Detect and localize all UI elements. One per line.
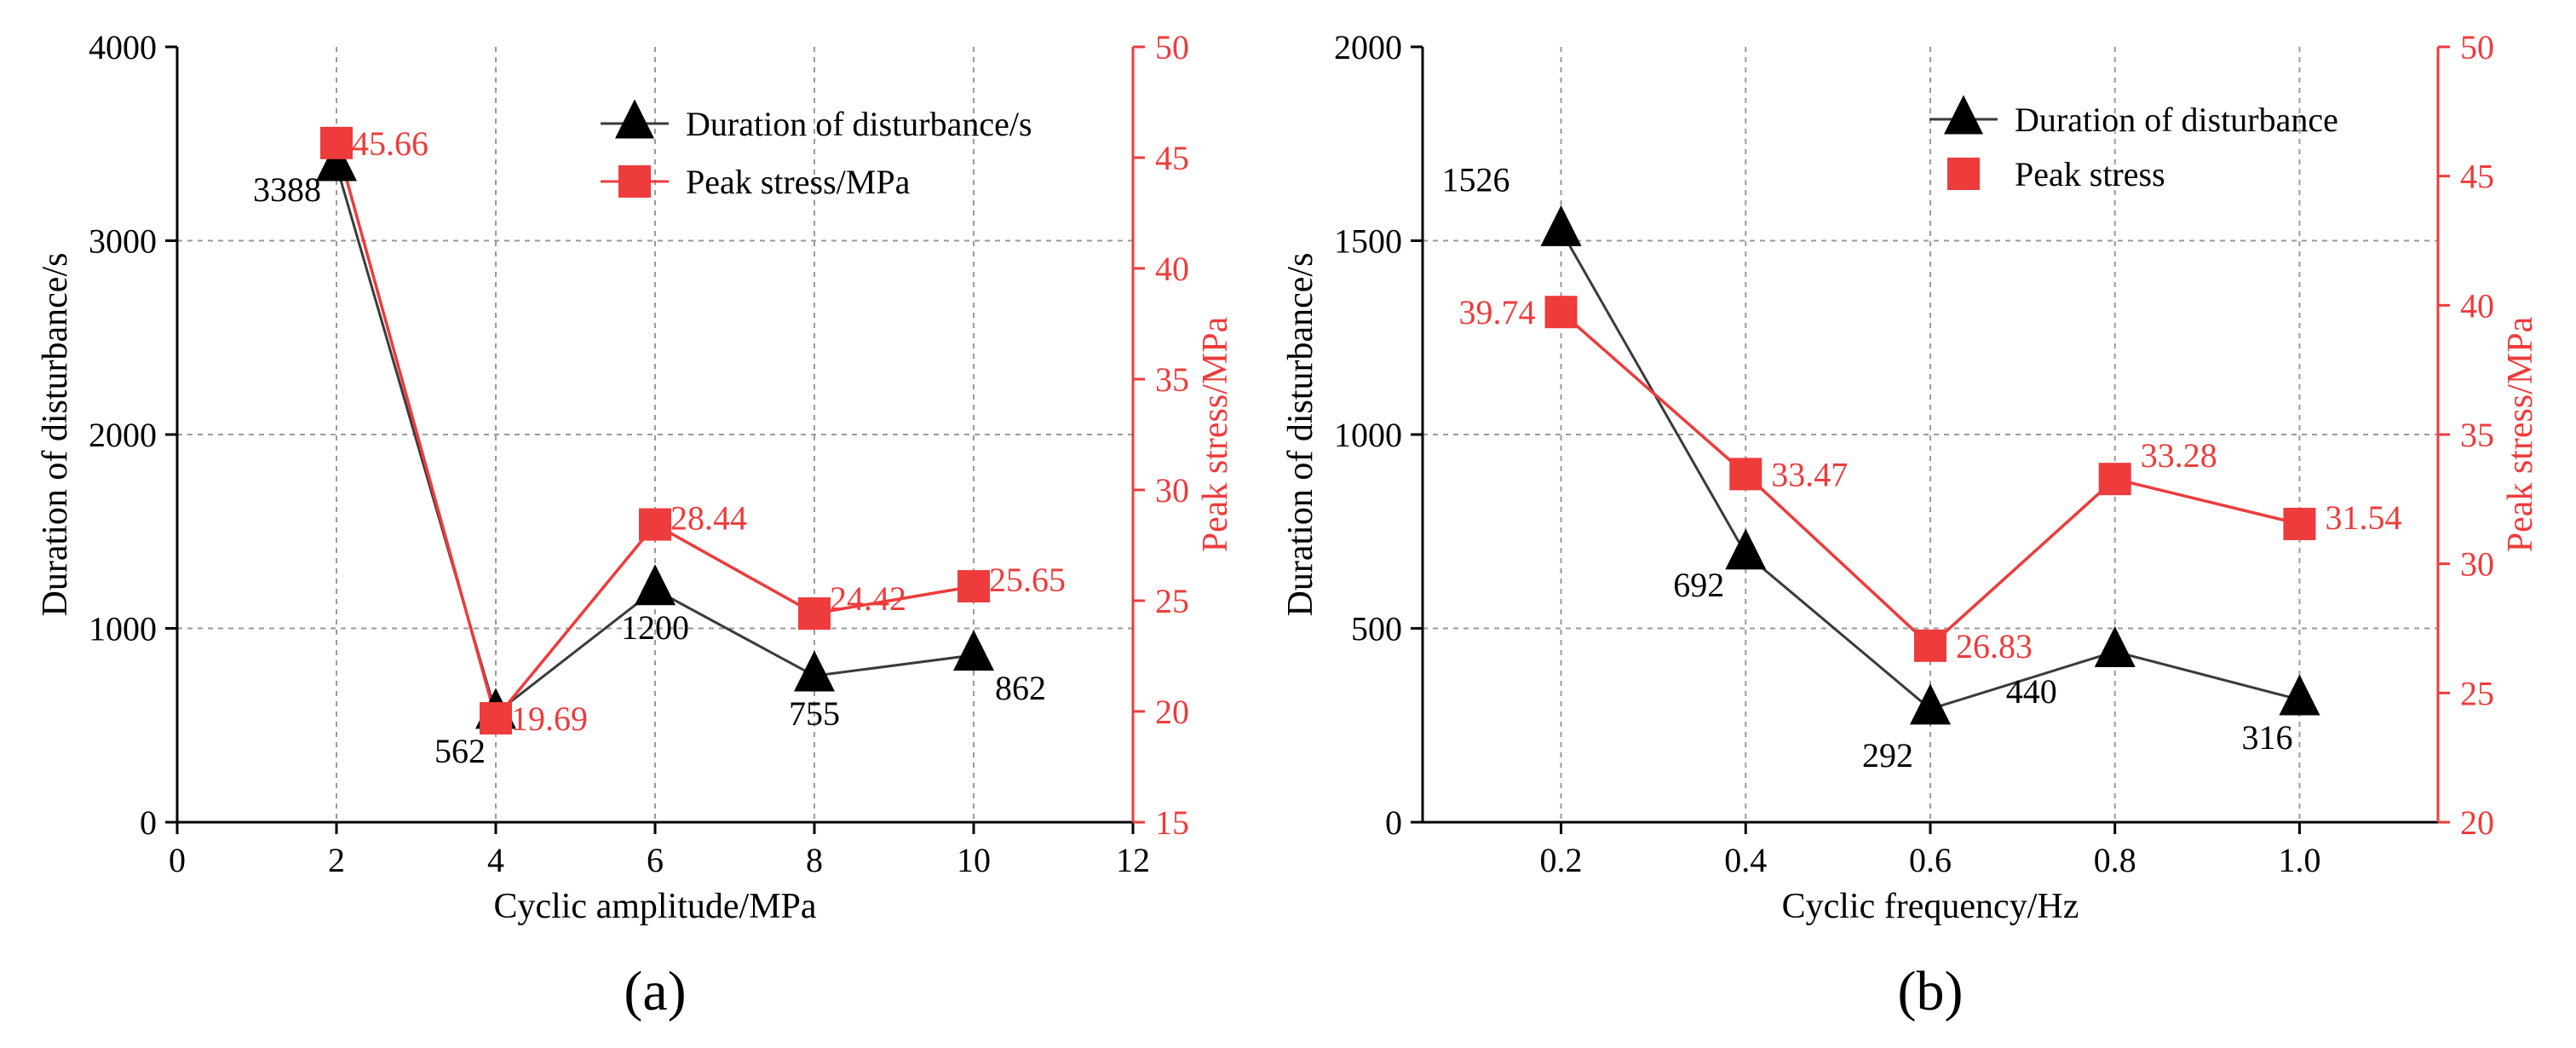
y-tick-label: 2000 bbox=[89, 416, 157, 454]
x-tick-label: 0.8 bbox=[2094, 841, 2136, 879]
x-tick-label: 0 bbox=[169, 841, 186, 879]
y2-axis-title: Peak stress/MPa bbox=[2501, 316, 2540, 552]
y2-tick-label: 50 bbox=[1155, 28, 1189, 66]
y2-tick-label: 30 bbox=[2460, 545, 2494, 584]
y2-tick-label: 45 bbox=[2460, 158, 2494, 196]
y2-tick-label: 40 bbox=[2460, 286, 2494, 325]
y2-tick-label: 20 bbox=[2460, 803, 2494, 842]
legend-marker-duration bbox=[1944, 95, 1983, 135]
y2-tick-label: 40 bbox=[1155, 250, 1189, 288]
legend: Duration of disturbance Peak stress bbox=[1929, 95, 2338, 193]
x-tick-label: 8 bbox=[806, 841, 823, 879]
x-tick-label: 2 bbox=[328, 841, 345, 879]
marker-duration bbox=[635, 564, 676, 606]
legend-marker-duration bbox=[615, 99, 654, 139]
x-tick-label: 0.4 bbox=[1724, 841, 1767, 879]
y2-tick-label: 50 bbox=[2460, 28, 2494, 66]
legend-marker-peak-stress bbox=[1947, 158, 1980, 190]
marker-peak-stress bbox=[1544, 296, 1578, 329]
y-tick-label: 2000 bbox=[1334, 28, 1402, 66]
x-tick-label: 0.6 bbox=[1909, 841, 1952, 879]
marker-peak-stress bbox=[798, 597, 831, 631]
marker-peak-stress bbox=[1729, 458, 1762, 491]
marker-peak-stress bbox=[1914, 629, 1946, 662]
data-label-duration: 316 bbox=[2241, 718, 2292, 757]
y-axis-title: Duration of disturbance/s bbox=[1281, 253, 1320, 617]
marker-duration bbox=[794, 650, 835, 692]
data-label-duration: 440 bbox=[2006, 672, 2057, 711]
data-label-peak-stress: 31.54 bbox=[2325, 498, 2401, 537]
marker-peak-stress bbox=[320, 126, 353, 159]
y2-tick-label: 35 bbox=[2460, 416, 2494, 454]
y2-axis-title: Peak stress/MPa bbox=[1196, 316, 1235, 552]
legend-label-peak-stress: Peak stress/MPa bbox=[686, 163, 911, 201]
x-tick-label: 0.2 bbox=[1540, 841, 1583, 879]
x-tick-label: 1.0 bbox=[2278, 841, 2320, 879]
marker-peak-stress bbox=[480, 702, 512, 735]
legend: Duration of disturbance/s Peak stress/MPa bbox=[601, 99, 1032, 201]
y2-tick-label: 25 bbox=[2460, 674, 2494, 712]
y-tick-label: 1000 bbox=[89, 610, 157, 648]
y-tick-label: 1500 bbox=[1334, 222, 1402, 261]
y-tick-label: 500 bbox=[1351, 610, 1402, 648]
x-tick-label: 4 bbox=[487, 841, 504, 879]
legend-label-duration: Duration of disturbance/s bbox=[686, 105, 1032, 143]
legend-label-duration: Duration of disturbance bbox=[2015, 101, 2338, 139]
data-label-peak-stress: 28.44 bbox=[670, 499, 747, 538]
y2-tick-label: 35 bbox=[1155, 360, 1189, 399]
y2-tick-label: 25 bbox=[1155, 582, 1189, 620]
data-label-duration: 1526 bbox=[1442, 161, 1510, 199]
data-label-duration: 292 bbox=[1862, 736, 1913, 774]
marker-duration bbox=[1540, 204, 1582, 246]
marker-peak-stress bbox=[957, 570, 990, 603]
data-label-duration: 692 bbox=[1673, 566, 1724, 604]
data-label-peak-stress: 25.65 bbox=[989, 561, 1066, 599]
data-label-duration: 1200 bbox=[621, 608, 689, 647]
data-label-duration: 562 bbox=[434, 732, 486, 770]
data-label-peak-stress: 33.47 bbox=[1771, 455, 1848, 493]
data-label-peak-stress: 39.74 bbox=[1459, 293, 1536, 331]
marker-peak-stress bbox=[639, 508, 671, 541]
data-label-duration: 862 bbox=[995, 669, 1046, 707]
data-label-duration: 755 bbox=[789, 694, 840, 733]
y2-tick-label: 45 bbox=[1155, 139, 1189, 177]
y-tick-label: 0 bbox=[1385, 803, 1402, 842]
x-tick-label: 12 bbox=[1116, 841, 1150, 879]
data-label-peak-stress: 33.28 bbox=[2141, 436, 2217, 475]
x-tick-label: 10 bbox=[957, 841, 991, 879]
y-tick-label: 0 bbox=[140, 803, 157, 842]
y2-tick-label: 20 bbox=[1155, 693, 1189, 731]
chart-panel-b: 0.2 0.4 0.6 0.8 1.0 0 500 1000 1500 2000 20 25 30 35 4… bbox=[1281, 28, 2540, 1022]
data-label-peak-stress: 19.69 bbox=[511, 700, 588, 738]
y2-tick-label: 15 bbox=[1155, 803, 1189, 842]
legend-marker-peak-stress bbox=[618, 165, 651, 198]
data-label-peak-stress: 26.83 bbox=[1956, 627, 2033, 665]
legend-label-peak-stress: Peak stress bbox=[2015, 155, 2165, 193]
marker-duration bbox=[2094, 626, 2136, 668]
y-axis-title: Duration of disturbance/s bbox=[36, 253, 75, 617]
marker-duration bbox=[953, 630, 994, 671]
y-tick-label: 4000 bbox=[89, 28, 157, 66]
panel-label: (a) bbox=[624, 960, 686, 1022]
x-axis-title: Cyclic amplitude/MPa bbox=[493, 887, 816, 926]
marker-peak-stress bbox=[2283, 507, 2316, 540]
marker-duration bbox=[1725, 528, 1767, 570]
y-tick-label: 1000 bbox=[1334, 416, 1402, 454]
marker-peak-stress bbox=[2098, 463, 2131, 496]
x-axis-title: Cyclic frequency/Hz bbox=[1782, 887, 2079, 926]
y2-tick-label: 30 bbox=[1155, 471, 1189, 510]
chart-panel-a: 0 2 4 6 8 10 12 0 1000 2000 3000 4000 15 20 25 30 35 40 45… bbox=[36, 28, 1235, 1022]
marker-duration bbox=[316, 140, 357, 181]
marker-duration bbox=[2279, 674, 2320, 716]
panel-label: (b) bbox=[1898, 960, 1964, 1022]
marker-duration bbox=[1910, 683, 1951, 725]
data-label-peak-stress: 24.42 bbox=[830, 579, 906, 618]
x-tick-label: 6 bbox=[647, 841, 664, 879]
data-label-duration: 3388 bbox=[253, 170, 321, 209]
y-tick-label: 3000 bbox=[89, 222, 157, 261]
data-label-peak-stress: 45.66 bbox=[352, 124, 428, 163]
